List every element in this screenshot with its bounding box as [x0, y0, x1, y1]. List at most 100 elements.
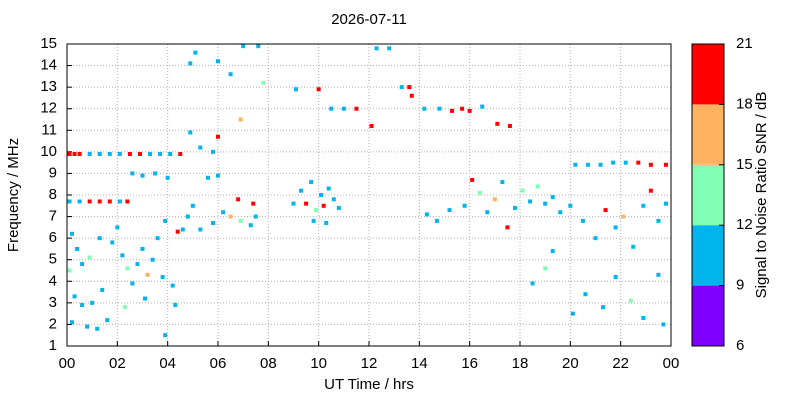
data-point: [85, 324, 90, 329]
y-tick-label: 3: [49, 294, 57, 311]
colorbar-segment: [692, 44, 724, 105]
data-point: [291, 201, 296, 206]
x-tick-label: 06: [210, 355, 227, 372]
data-point: [87, 199, 92, 204]
data-point: [130, 171, 135, 176]
data-point: [150, 257, 155, 262]
data-point: [603, 208, 608, 213]
data-point: [185, 214, 190, 219]
y-tick-label: 2: [49, 315, 57, 332]
colorbar-tick-label: 21: [736, 35, 753, 52]
colorbar-segment: [692, 225, 724, 286]
data-point: [374, 46, 379, 51]
data-point: [251, 201, 256, 206]
data-point: [188, 61, 193, 66]
data-point: [143, 296, 148, 301]
data-point: [623, 160, 628, 165]
data-point: [470, 177, 475, 182]
data-point: [369, 123, 374, 128]
data-point: [77, 152, 82, 157]
data-point: [190, 203, 195, 208]
data-point: [387, 46, 392, 51]
data-point: [528, 199, 533, 204]
data-point: [158, 152, 163, 157]
data-point: [198, 227, 203, 232]
data-point: [125, 266, 130, 271]
data-point: [261, 80, 266, 85]
y-axis-label: Frequency / MHz: [5, 138, 22, 252]
colorbar-tick-label: 12: [736, 216, 753, 233]
data-point: [170, 283, 175, 288]
data-point: [100, 287, 105, 292]
data-point: [341, 106, 346, 111]
data-point: [115, 225, 120, 230]
data-point: [437, 106, 442, 111]
data-point: [336, 205, 341, 210]
x-tick-label: 14: [411, 355, 428, 372]
data-point: [95, 326, 100, 331]
data-point: [135, 262, 140, 267]
data-point: [145, 272, 150, 277]
data-point: [321, 203, 326, 208]
data-point: [97, 152, 102, 157]
data-point: [180, 227, 185, 232]
data-point: [631, 244, 636, 249]
y-tick-label: 10: [40, 143, 57, 160]
data-point: [661, 322, 666, 327]
x-tick-label: 16: [461, 355, 478, 372]
data-point: [304, 201, 309, 206]
plot-frame: [66, 43, 672, 347]
data-point: [75, 246, 80, 251]
data-point: [663, 201, 668, 206]
data-point: [656, 272, 661, 277]
data-point: [90, 300, 95, 305]
data-point: [593, 236, 598, 241]
data-point: [236, 197, 241, 202]
data-point: [641, 315, 646, 320]
data-point: [140, 246, 145, 251]
y-tick-label: 15: [40, 35, 57, 52]
data-point: [168, 152, 173, 157]
x-tick-label: 10: [310, 355, 327, 372]
x-tick-label: 00: [663, 355, 680, 372]
data-point: [97, 236, 102, 241]
data-point: [188, 130, 193, 135]
data-point: [70, 320, 75, 325]
data-point: [535, 184, 540, 189]
data-point: [585, 162, 590, 167]
data-point: [175, 229, 180, 234]
data-point: [205, 175, 210, 180]
data-point: [583, 292, 588, 297]
data-point: [173, 303, 178, 308]
data-point: [450, 108, 455, 113]
data-point: [67, 268, 72, 273]
data-point: [648, 188, 653, 193]
data-point: [324, 221, 329, 226]
colorbar-tick-label: 9: [736, 277, 744, 294]
data-point: [550, 249, 555, 254]
data-point: [530, 281, 535, 286]
data-point: [628, 298, 633, 303]
data-point: [434, 218, 439, 223]
data-point: [316, 87, 321, 92]
data-point: [87, 255, 92, 260]
data-point: [256, 44, 261, 49]
data-point: [228, 72, 233, 77]
x-tick-label: 22: [612, 355, 629, 372]
data-point: [311, 218, 316, 223]
data-point: [122, 305, 127, 310]
data-point: [228, 214, 233, 219]
data-point: [319, 193, 324, 197]
data-point: [72, 294, 77, 299]
colorbar-tick-label: 18: [736, 95, 753, 112]
x-tick-label: 04: [159, 355, 176, 372]
data-point: [216, 59, 220, 64]
colorbar-tick-label: 6: [736, 337, 744, 354]
data-point: [407, 85, 412, 90]
data-point: [163, 218, 168, 223]
data-point: [309, 180, 314, 185]
data-point: [314, 208, 319, 213]
data-point: [198, 145, 203, 150]
data-point: [480, 104, 485, 109]
data-point: [110, 240, 115, 245]
